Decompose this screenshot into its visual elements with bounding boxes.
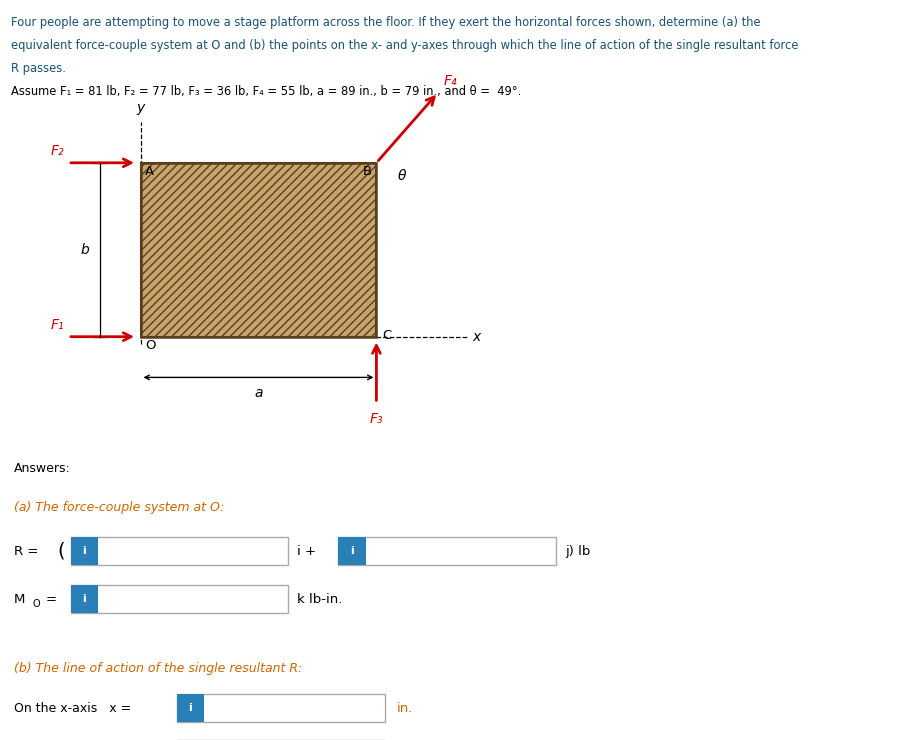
Text: B: B bbox=[363, 165, 372, 178]
Text: Answers:: Answers: bbox=[14, 462, 71, 476]
Text: (b) The line of action of the single resultant R:: (b) The line of action of the single res… bbox=[14, 662, 302, 676]
Bar bbox=[71, 537, 98, 565]
Text: O: O bbox=[33, 599, 40, 609]
Text: b: b bbox=[80, 243, 89, 257]
Bar bbox=[71, 537, 288, 565]
Text: in.: in. bbox=[396, 702, 413, 715]
Text: i: i bbox=[83, 594, 86, 605]
Bar bbox=[71, 585, 288, 613]
Text: j) lb: j) lb bbox=[565, 545, 590, 558]
Text: Assume F₁ = 81 lb, F₂ = 77 lb, F₃ = 36 lb, F₄ = 55 lb, a = 89 in., b = 79 in., a: Assume F₁ = 81 lb, F₂ = 77 lb, F₃ = 36 l… bbox=[11, 85, 522, 98]
Text: R passes.: R passes. bbox=[11, 62, 66, 75]
Text: (a) The force-couple system at O:: (a) The force-couple system at O: bbox=[14, 501, 224, 514]
Text: i: i bbox=[189, 703, 192, 713]
Bar bbox=[338, 537, 556, 565]
Text: O: O bbox=[145, 339, 156, 352]
Bar bbox=[177, 694, 385, 722]
Text: F₁: F₁ bbox=[51, 318, 64, 332]
Text: Four people are attempting to move a stage platform across the floor. If they ex: Four people are attempting to move a sta… bbox=[11, 16, 760, 30]
Bar bbox=[141, 163, 376, 337]
Text: F₂: F₂ bbox=[51, 144, 64, 158]
Text: a: a bbox=[254, 386, 263, 400]
Text: i: i bbox=[83, 546, 86, 556]
Text: θ: θ bbox=[398, 169, 406, 183]
Bar bbox=[177, 694, 204, 722]
Bar bbox=[71, 585, 98, 613]
Text: A: A bbox=[145, 165, 154, 178]
Text: M: M bbox=[14, 593, 25, 606]
Text: i: i bbox=[350, 546, 354, 556]
Text: i +: i + bbox=[297, 545, 317, 558]
Text: (: ( bbox=[57, 542, 64, 561]
Text: R =: R = bbox=[14, 545, 38, 558]
Text: y: y bbox=[136, 101, 145, 115]
Bar bbox=[141, 163, 376, 337]
Text: x: x bbox=[473, 330, 481, 343]
Text: C: C bbox=[382, 329, 391, 342]
Text: k lb-in.: k lb-in. bbox=[297, 593, 343, 606]
Bar bbox=[338, 537, 366, 565]
Text: =: = bbox=[45, 593, 56, 606]
Text: equivalent force-couple system at O and (b) the points on the x- and y-axes thro: equivalent force-couple system at O and … bbox=[11, 39, 798, 53]
Text: F₃: F₃ bbox=[369, 412, 384, 426]
Text: On the x-axis   x =: On the x-axis x = bbox=[14, 702, 131, 715]
Text: F₄: F₄ bbox=[444, 74, 457, 88]
